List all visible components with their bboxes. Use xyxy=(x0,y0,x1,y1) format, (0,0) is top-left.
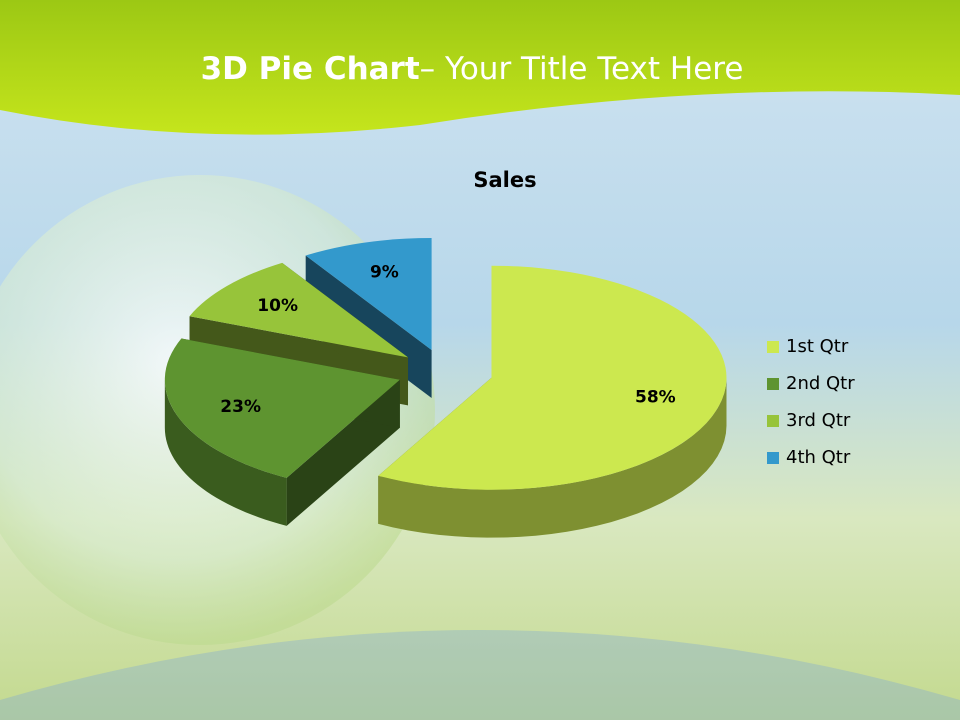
slice-top xyxy=(378,265,727,490)
slice xyxy=(378,265,727,538)
data-label: 9% xyxy=(370,263,399,283)
legend-label: 2nd Qtr xyxy=(786,373,855,394)
slice-top xyxy=(305,238,432,351)
slice-top xyxy=(164,338,400,478)
legend-swatch xyxy=(767,452,779,464)
slice-side xyxy=(378,377,727,538)
data-label: 23% xyxy=(220,397,261,417)
slice-top xyxy=(189,262,409,358)
slice xyxy=(164,338,400,526)
legend: 1st Qtr 2nd Qtr 3rd Qtr 4th Qtr xyxy=(767,336,855,468)
legend-swatch xyxy=(767,378,779,390)
title-bold: 3D Pie Chart xyxy=(201,51,420,87)
title-rest: – Your Title Text Here xyxy=(420,51,744,87)
data-label: 10% xyxy=(257,296,298,316)
swoosh xyxy=(0,630,960,720)
slice-side xyxy=(164,379,287,526)
slide-title: 3D Pie Chart– Your Title Text Here xyxy=(201,51,744,87)
chart-title: Sales xyxy=(473,168,536,192)
pie: 58% 23% 10% 9% xyxy=(164,238,727,538)
legend-swatch xyxy=(767,415,779,427)
legend-label: 4th Qtr xyxy=(786,447,851,468)
legend-label: 3rd Qtr xyxy=(786,410,851,431)
legend-swatch xyxy=(767,341,779,353)
data-label: 58% xyxy=(635,388,676,408)
title-band xyxy=(0,0,960,135)
legend-label: 1st Qtr xyxy=(786,336,849,357)
